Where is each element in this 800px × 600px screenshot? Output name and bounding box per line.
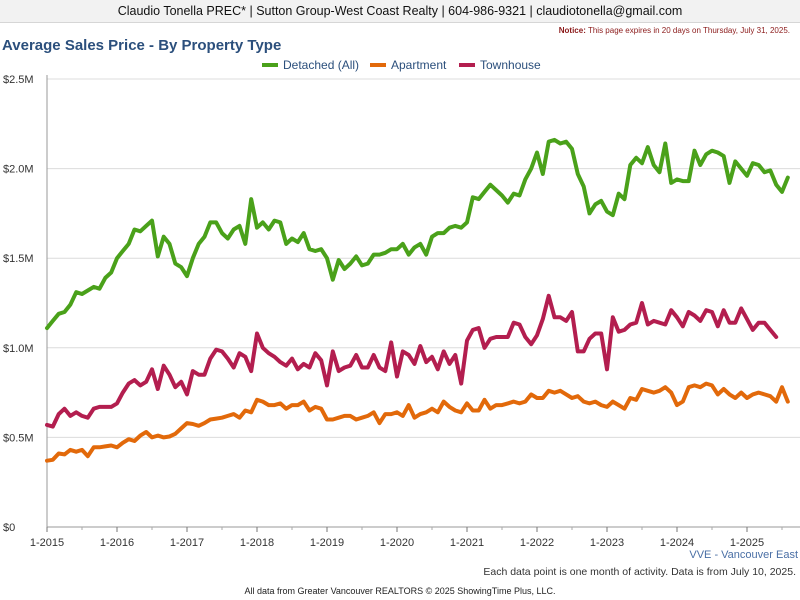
legend-label-detached-all: Detached (All) bbox=[283, 58, 359, 72]
y-tick-label: $1.0M bbox=[3, 343, 34, 355]
series-layer bbox=[45, 137, 790, 463]
notice-label: Notice: bbox=[558, 26, 586, 35]
x-tick-label: 1-2025 bbox=[730, 537, 764, 549]
expiry-notice: Notice: This page expires in 20 days on … bbox=[559, 26, 790, 35]
grid-layer bbox=[47, 78, 800, 438]
x-tick-label: 1-2018 bbox=[240, 537, 274, 549]
axis-layer: $0 $0.5M $1.0M $1.5M $2.0M $2.5M 1-2015 1-2016 1… bbox=[3, 74, 800, 549]
x-tick-label: 1-2017 bbox=[170, 537, 204, 549]
y-tick-label: $2.0M bbox=[3, 164, 34, 176]
agent-contact-line: Claudio Tonella PREC* | Sutton Group-Wes… bbox=[117, 4, 683, 18]
series-line-detached-all bbox=[45, 137, 790, 331]
x-tick-label: 1-2023 bbox=[590, 537, 624, 549]
x-tick-label: 1-2016 bbox=[100, 537, 134, 549]
y-tick-label: $2.5M bbox=[3, 74, 34, 86]
x-tick-label: 1-2015 bbox=[30, 537, 64, 549]
series-line-apartment bbox=[45, 381, 790, 463]
legend-label-apartment: Apartment bbox=[391, 58, 447, 72]
legend: Detached (All) Apartment Townhouse bbox=[262, 58, 541, 72]
header-bar: Claudio Tonella PREC* | Sutton Group-Wes… bbox=[0, 0, 800, 23]
series-line-townhouse bbox=[45, 293, 779, 429]
x-tick-label: 1-2020 bbox=[380, 537, 414, 549]
y-tick-label: $1.5M bbox=[3, 253, 34, 265]
region-label: VVE - Vancouver East bbox=[689, 549, 798, 561]
x-tick-label: 1-2019 bbox=[310, 537, 344, 549]
data-note: Each data point is one month of activity… bbox=[483, 566, 796, 578]
legend-label-townhouse: Townhouse bbox=[480, 58, 541, 72]
x-tick-label: 1-2021 bbox=[450, 537, 484, 549]
y-tick-label: $0 bbox=[3, 522, 15, 534]
data-source: All data from Greater Vancouver REALTORS… bbox=[244, 586, 556, 596]
y-tick-label: $0.5M bbox=[3, 432, 34, 444]
x-tick-label: 1-2024 bbox=[660, 537, 694, 549]
x-tick-label: 1-2022 bbox=[520, 537, 554, 549]
chart-title: Average Sales Price - By Property Type bbox=[2, 37, 282, 54]
notice-text: This page expires in 20 days on Thursday… bbox=[585, 26, 790, 35]
